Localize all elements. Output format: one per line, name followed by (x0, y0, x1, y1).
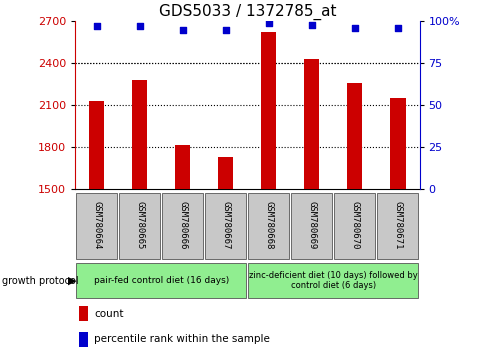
Bar (132, 80, 147, 189)
Point (307, 22, 315, 27)
Point (393, 25, 401, 31)
Bar (218, 157, 233, 189)
FancyBboxPatch shape (248, 263, 418, 298)
FancyBboxPatch shape (248, 193, 289, 259)
Text: GSM780667: GSM780667 (221, 201, 230, 250)
Text: zinc-deficient diet (10 days) followed by
control diet (6 days): zinc-deficient diet (10 days) followed b… (249, 271, 417, 290)
FancyBboxPatch shape (333, 193, 375, 259)
Text: percentile rank within the sample: percentile rank within the sample (94, 335, 270, 344)
Text: GSM780666: GSM780666 (178, 201, 187, 250)
Bar (89, 101, 104, 189)
Point (92, 23, 100, 29)
Bar (304, 59, 319, 189)
Point (264, 20, 272, 26)
Title: GDS5033 / 1372785_at: GDS5033 / 1372785_at (158, 4, 335, 20)
Text: GSM780668: GSM780668 (264, 201, 273, 250)
FancyBboxPatch shape (205, 193, 246, 259)
FancyBboxPatch shape (162, 193, 203, 259)
FancyBboxPatch shape (119, 193, 160, 259)
Text: GSM780665: GSM780665 (135, 201, 144, 250)
FancyBboxPatch shape (76, 193, 117, 259)
Text: ▶: ▶ (67, 275, 76, 286)
Bar (347, 83, 362, 189)
Point (350, 25, 358, 31)
Bar (175, 144, 190, 189)
Text: count: count (94, 309, 123, 319)
Bar (390, 98, 405, 189)
Text: GSM780664: GSM780664 (92, 201, 101, 250)
Point (222, 27, 229, 33)
Text: pair-fed control diet (16 days): pair-fed control diet (16 days) (93, 276, 228, 285)
Bar (261, 33, 276, 189)
Text: GSM780671: GSM780671 (393, 201, 402, 250)
Bar (78, 306, 88, 321)
FancyBboxPatch shape (377, 193, 418, 259)
FancyBboxPatch shape (76, 263, 246, 298)
Text: GSM780670: GSM780670 (350, 201, 359, 250)
Point (179, 27, 186, 33)
FancyBboxPatch shape (291, 193, 332, 259)
Bar (78, 332, 88, 347)
Text: GSM780669: GSM780669 (307, 201, 316, 250)
Point (136, 23, 143, 29)
Text: growth protocol: growth protocol (2, 275, 79, 286)
